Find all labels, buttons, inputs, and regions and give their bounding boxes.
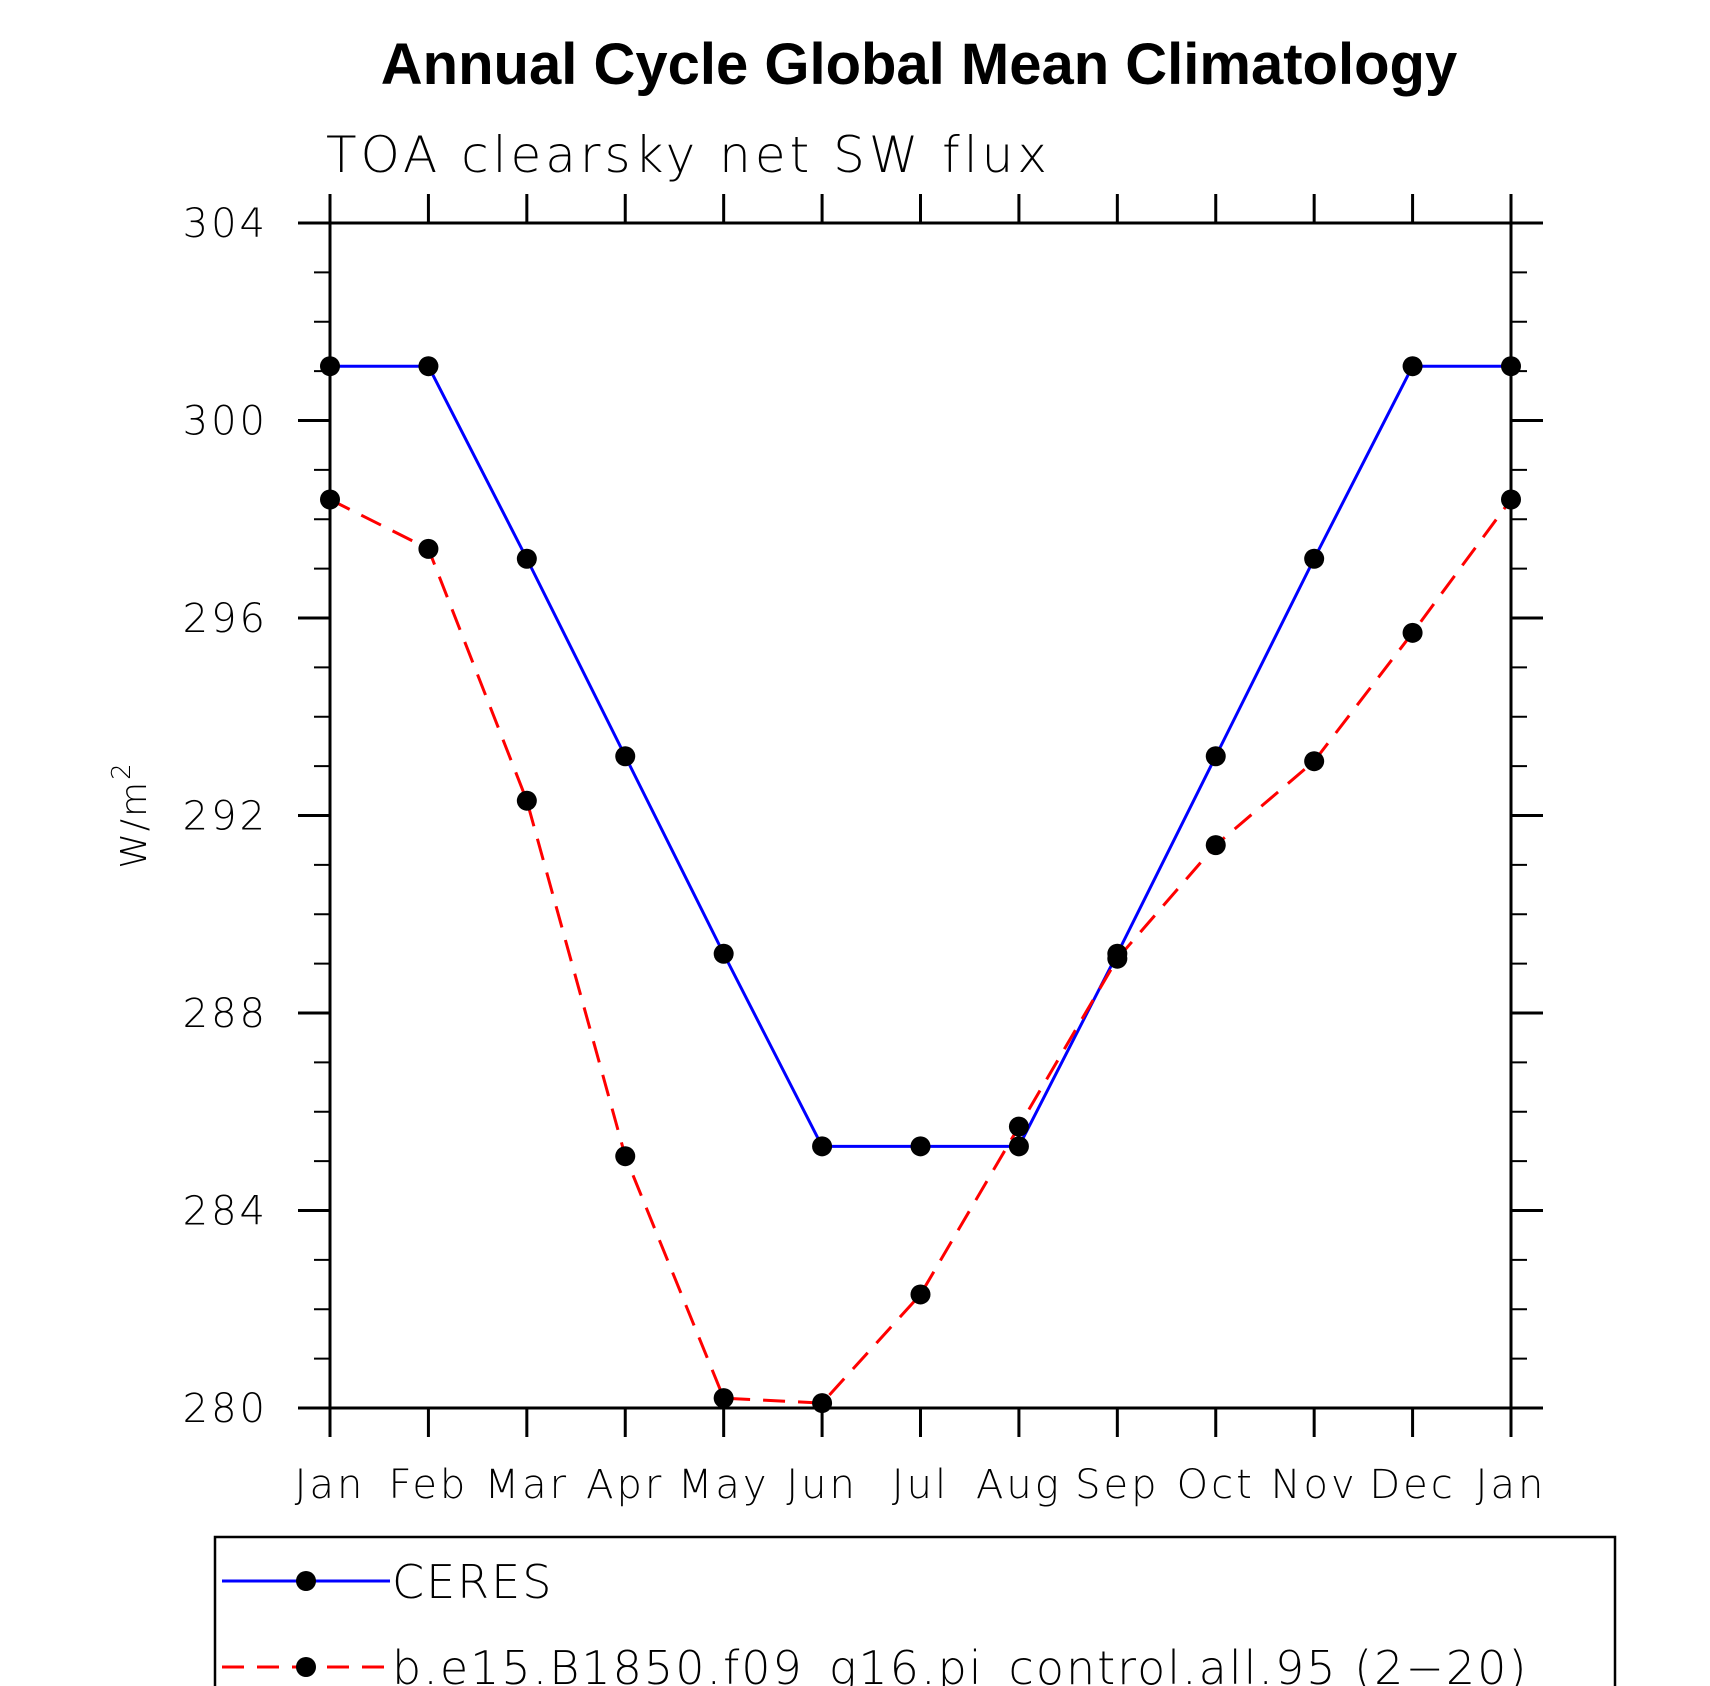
data-point-1	[418, 538, 439, 559]
data-point-0	[1402, 356, 1423, 377]
data-point-0	[1304, 548, 1325, 569]
data-point-0	[1008, 1136, 1029, 1157]
legend-box	[213, 1535, 1617, 1686]
x-tick-label: Oct	[1177, 1462, 1255, 1508]
y-tick-label: 288	[183, 991, 268, 1037]
chart-subtitle: TOA clearsky net SW flux	[326, 126, 1051, 184]
x-tick-label: Jun	[786, 1462, 858, 1508]
x-tick-label: Jan	[295, 1462, 366, 1508]
y-tick-label: 292	[183, 794, 268, 840]
series-lines	[329, 364, 1513, 1405]
y-tick-label: 300	[183, 399, 268, 445]
data-point-0	[812, 1136, 833, 1157]
legend-marker-ceres	[296, 1571, 316, 1591]
data-point-0	[615, 746, 636, 767]
y-tick-label: 280	[183, 1386, 268, 1432]
x-tick-label: Jan	[1476, 1462, 1547, 1508]
data-point-1	[910, 1284, 931, 1305]
x-tick-label: Nov	[1271, 1462, 1358, 1508]
x-tick-label: May	[678, 1462, 770, 1508]
data-point-0	[910, 1136, 931, 1157]
data-point-0	[1205, 746, 1226, 767]
data-point-1	[1107, 948, 1128, 969]
x-tick-label: Feb	[389, 1462, 469, 1508]
tick-labels: Jan Feb Mar Apr May Jun Jul Aug Sep Oct Nov Dec Jan 2…	[183, 201, 1547, 1508]
data-point-1	[1205, 835, 1226, 856]
data-point-1	[615, 1146, 636, 1167]
data-point-1	[1402, 622, 1423, 643]
x-tick-label: Apr	[586, 1462, 664, 1508]
y-tick-label: 284	[183, 1189, 268, 1235]
y-tick-label: 296	[183, 596, 268, 642]
x-tick-label: Aug	[976, 1462, 1062, 1508]
data-point-1	[516, 790, 537, 811]
series-markers	[320, 356, 1521, 1414]
x-tick-label: Dec	[1369, 1462, 1455, 1508]
chart-title: Annual Cycle Global Mean Climatology	[381, 32, 1457, 97]
series-line-0	[330, 364, 1511, 1148]
x-tick-label: Sep	[1075, 1462, 1159, 1508]
data-point-1	[812, 1393, 833, 1414]
legend-label-model: b.e15.B1850.f09_g16.pi_control.all.95 (2…	[392, 1641, 1528, 1686]
x-tick-label: Jul	[892, 1462, 949, 1508]
data-point-1	[713, 1388, 734, 1409]
data-point-1	[1008, 1116, 1029, 1137]
data-point-0	[516, 548, 537, 569]
x-tick-label: Mar	[485, 1462, 569, 1508]
series-line-1	[329, 498, 1513, 1405]
data-point-1	[1304, 751, 1325, 772]
legend-marker-model	[296, 1657, 316, 1677]
legend: CERES b.e15.B1850.f09_g16.pi_control.all…	[213, 1535, 1617, 1686]
data-point-0	[713, 943, 734, 964]
y-axis-label: W/m2	[107, 761, 155, 868]
y-axis-label-superscript: 2	[107, 761, 137, 780]
y-axis-label-text: W/m	[114, 780, 155, 869]
legend-label-ceres: CERES	[392, 1555, 553, 1609]
data-point-0	[418, 356, 439, 377]
y-tick-label: 304	[183, 201, 268, 247]
axis-ticks	[298, 194, 1543, 1437]
plot-frame	[328, 221, 1513, 1410]
